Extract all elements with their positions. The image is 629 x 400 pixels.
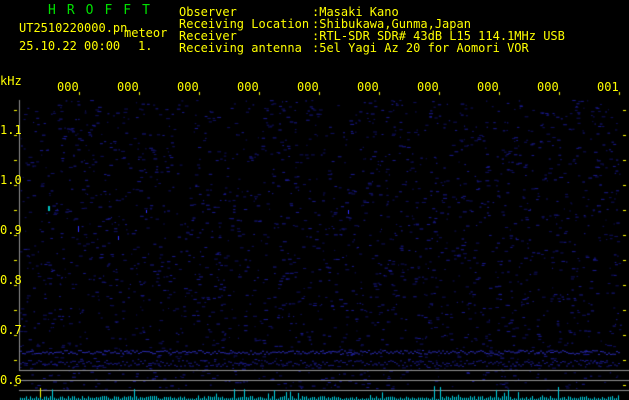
- info-label-receiver: Receiver: [179, 29, 237, 43]
- x-tick-label: 0004: [237, 80, 259, 94]
- y-tick-label: 0.8: [0, 273, 22, 287]
- x-tick-label: 0006: [357, 80, 379, 94]
- x-tick-label: 0003: [177, 80, 199, 94]
- datetime: 25.10.22 00:00: [19, 39, 121, 53]
- y-tick-label: 0.9: [0, 223, 22, 237]
- x-tick-label: 0007: [417, 80, 439, 94]
- x-tick-label: 0005: [297, 80, 319, 94]
- x-tick-label: 0002: [117, 80, 139, 94]
- x-tick-label: 0010: [597, 80, 619, 94]
- info-value-location: :Shibukawa,Gunma,Japan: [312, 17, 471, 31]
- app-title: HROFFT: [48, 3, 161, 18]
- info-label-observer: Observer: [179, 5, 237, 19]
- info-value-antenna: :5el Yagi Az 20 for Aomori VOR: [312, 41, 529, 55]
- x-tick-label: 0008: [477, 80, 499, 94]
- y-tick-label: 0.6: [0, 373, 22, 387]
- info-value-observer: :Masaki Kano: [312, 5, 399, 19]
- info-label-antenna: Receiving antenna: [179, 41, 302, 55]
- y-tick-label: 1.0: [0, 173, 22, 187]
- info-value-receiver: :RTL-SDR SDR# 43dB L15 114.1MHz USB: [312, 29, 565, 43]
- index: 1.: [138, 39, 153, 53]
- y-tick-label: 0.7: [0, 323, 22, 337]
- y-tick-label: 1.1: [0, 123, 22, 137]
- filename: UT2510220000.pn: [19, 21, 128, 35]
- x-tick-label: 0009: [537, 80, 559, 94]
- info-label-location: Receiving Location: [179, 17, 310, 31]
- y-unit: kHz: [0, 74, 22, 88]
- mode-label: meteor: [124, 26, 168, 40]
